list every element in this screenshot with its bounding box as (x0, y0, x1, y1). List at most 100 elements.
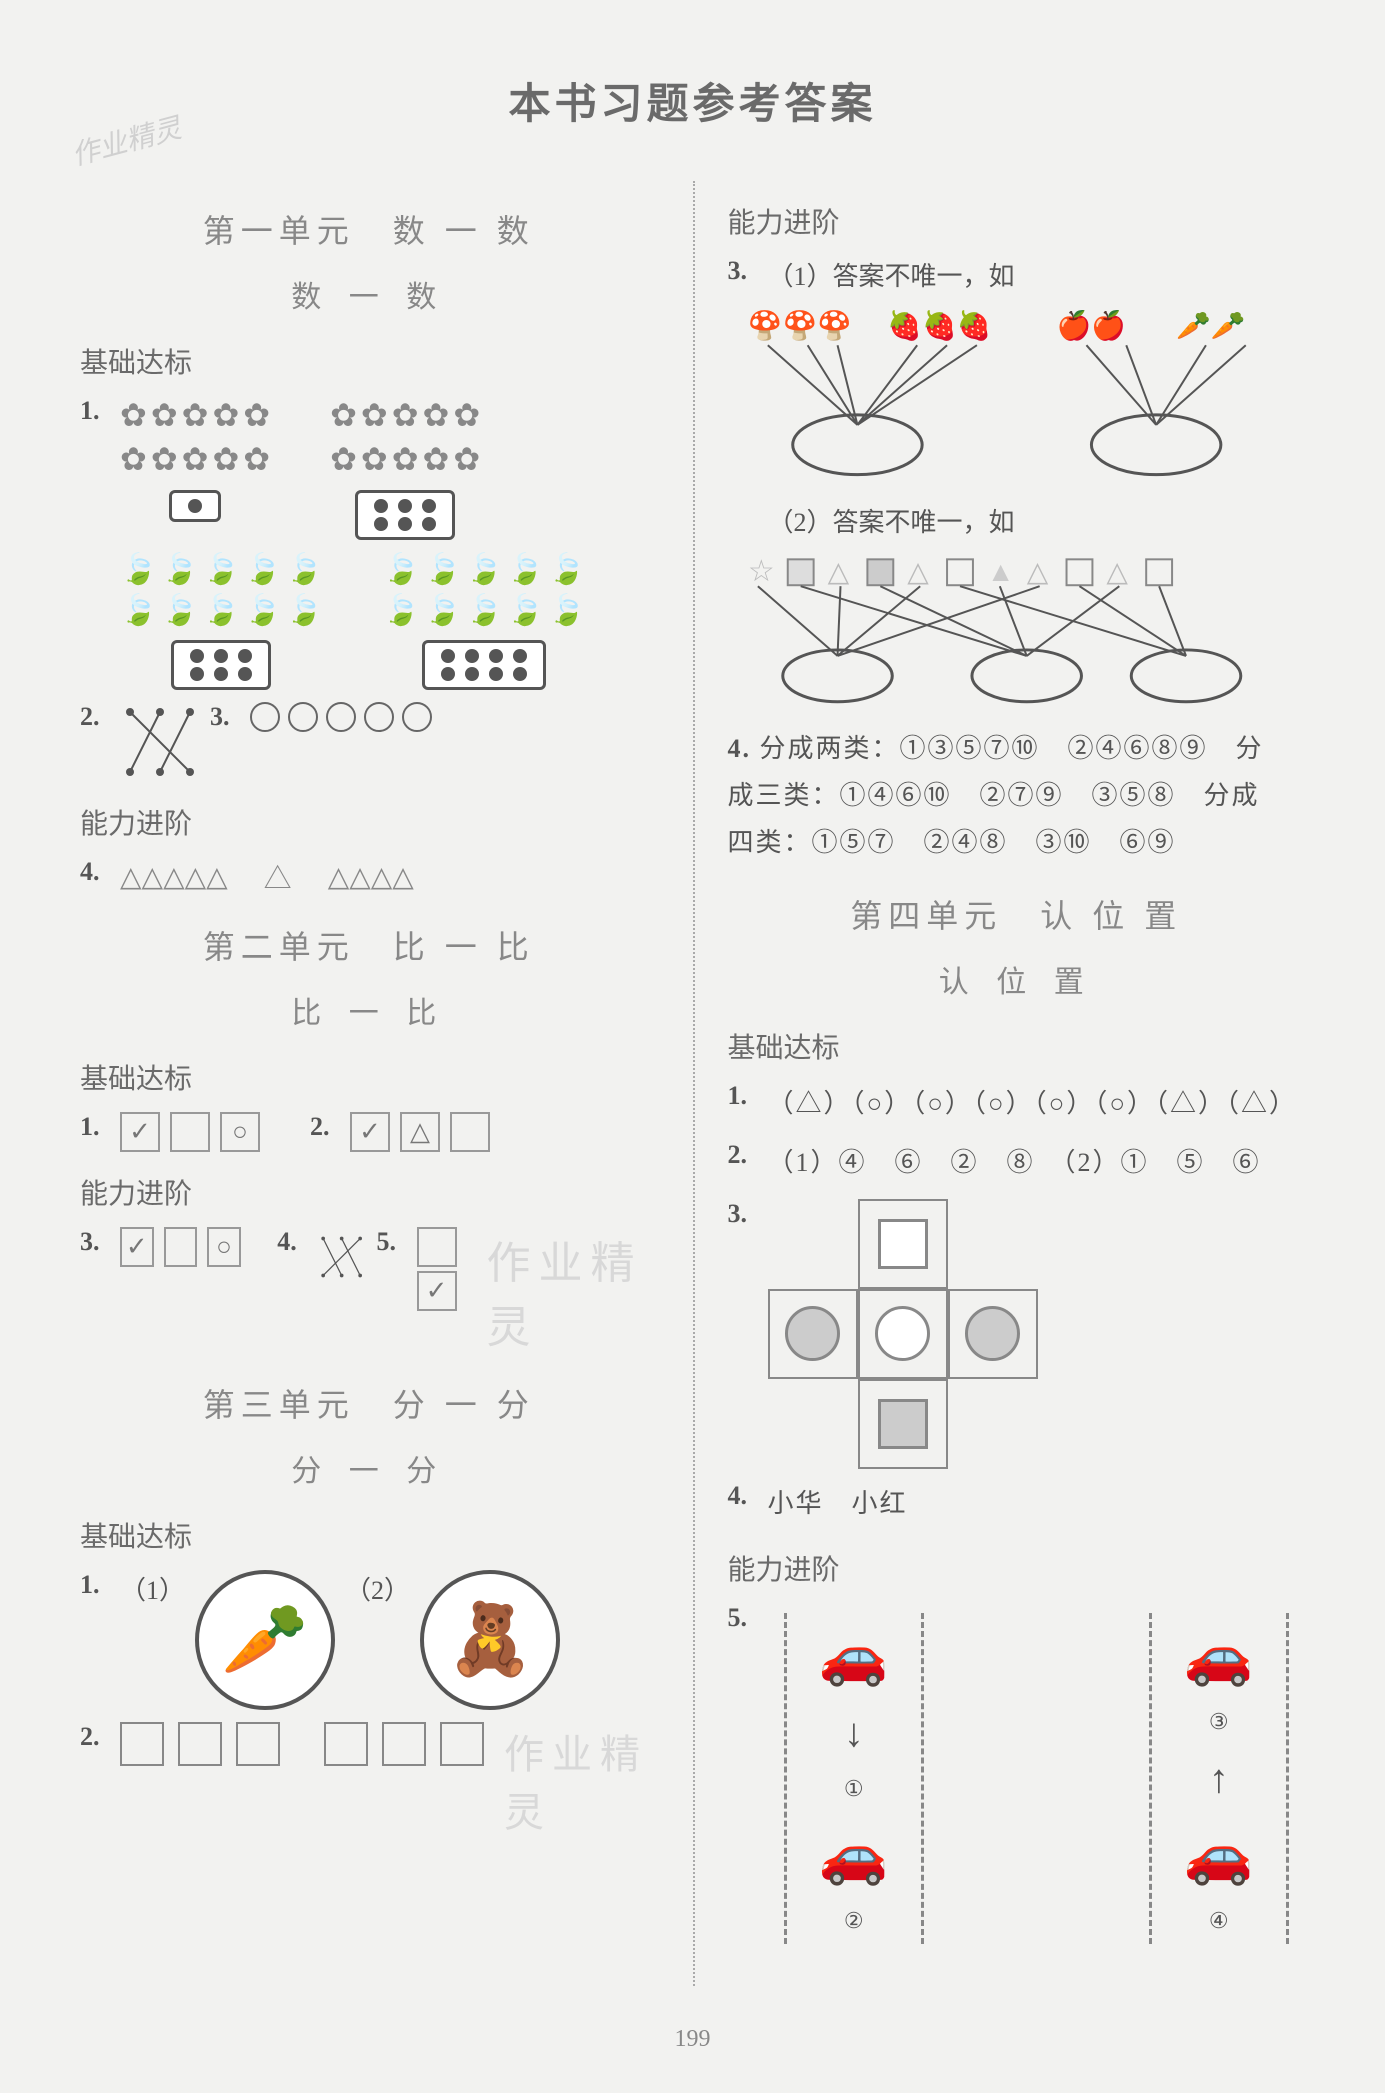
watermark-mid1: 作业精灵 (487, 1227, 658, 1355)
r-q3-num: 3. (728, 256, 758, 286)
cross-right (948, 1289, 1038, 1379)
left-column: 第一单元 数 一 数 数 一 数 基础达标 1. ✿✿✿✿✿ ✿✿✿✿✿ ✿✿✿… (60, 181, 678, 1986)
pos-q5-num: 5. (728, 1603, 758, 1633)
pos-q2-answer: （1）④ ⑥ ② ⑧ （2）① ⑤ ⑥ (768, 1140, 1261, 1187)
watermark-mid2: 作业精灵 (504, 1722, 658, 1838)
flower-block-left: ✿✿✿✿✿ ✿✿✿✿✿ (120, 396, 270, 540)
q1-content: ✿✿✿✿✿ ✿✿✿✿✿ ✿✿✿✿✿ ✿✿✿✿✿ (120, 396, 658, 540)
flower-icon: ✿ (120, 396, 147, 434)
basic-label-2: 基础达标 (80, 1057, 658, 1097)
car-label-1: ① (844, 1776, 864, 1802)
check-box: ✓ (120, 1112, 160, 1152)
doll-icon: 🧸 (420, 1570, 560, 1710)
basic-label-3: 基础达标 (80, 1515, 658, 1555)
q1-row: 1. ✿✿✿✿✿ ✿✿✿✿✿ ✿✿✿✿✿ ✿✿✿✿✿ (80, 396, 658, 540)
unit4-sub: 认 位 置 (728, 957, 1306, 1001)
pos-q5: 5. 🚗 ↓ ① 🚗 ② 🚗 ③ ↑ 🚗 ④ (728, 1603, 1306, 1974)
svg-text:△: △ (1026, 557, 1048, 588)
car-label-3: ③ (1209, 1709, 1229, 1735)
q3-num: 3. (210, 702, 240, 732)
q1-num: 1. (80, 396, 110, 426)
grouping-diagram-2: ☆ △ △ ▲ △ △ (728, 551, 1306, 721)
q4-row: 4. △△△△△ △ △△△△ (80, 857, 658, 897)
cross-center (858, 1289, 948, 1379)
unit2-sub: 比 一 比 (80, 988, 658, 1032)
box-group-1 (120, 1722, 280, 1766)
down-arrow-icon: ↓ (844, 1709, 864, 1756)
lane-left: 🚗 ↓ ① 🚗 ② (784, 1613, 924, 1944)
unit1-heading: 第一单元 数 一 数 (80, 206, 658, 252)
dot-box-1 (169, 490, 221, 522)
answer-text: （1）答案不唯一，如 (768, 256, 1015, 293)
r-q3-p1: 3. （1）答案不唯一，如 (728, 256, 1306, 293)
pos-q4: 4. 小华 小红 (728, 1481, 1306, 1528)
svg-text:🍄🍄🍄: 🍄🍄🍄 (747, 309, 851, 342)
cross-bottom (858, 1379, 948, 1469)
up-arrow-icon: ↑ (1209, 1755, 1229, 1802)
q4-line1: 分成两类：①③⑤⑦⑩ ②④⑥⑧⑨ 分 (760, 734, 1264, 763)
leaf-block-right: 🍃🍃🍃🍃🍃 🍃🍃🍃🍃🍃 (383, 552, 586, 690)
svg-text:🍎🍎: 🍎🍎 (1056, 308, 1125, 342)
pos-q4-answer: 小华 小红 (768, 1481, 908, 1528)
unit2-heading: 第二单元 比 一 比 (80, 922, 658, 968)
circle-icon (250, 702, 280, 732)
q2-q3-row: 2. 3. (80, 702, 658, 782)
svg-text:🍓🍓🍓: 🍓🍓🍓 (887, 309, 991, 342)
empty-box (170, 1112, 210, 1152)
carrot-icon: 🥕 (195, 1570, 335, 1710)
check-box: ✓ (417, 1271, 457, 1311)
road-diagram: 🚗 ↓ ① 🚗 ② 🚗 ③ ↑ 🚗 ④ (768, 1603, 1306, 1974)
cmp-q3-num: 3. (80, 1227, 110, 1257)
cross-match-icon (120, 702, 200, 782)
lane-right: 🚗 ③ ↑ 🚗 ④ (1149, 1613, 1289, 1944)
pos-q1-num: 1. (728, 1081, 758, 1111)
check-box: ✓ (350, 1112, 390, 1152)
q4-line3: 四类：①⑤⑦ ②④⑧ ③⑩ ⑥⑨ (728, 828, 1176, 857)
basic-label-1: 基础达标 (80, 341, 658, 381)
check-box: ✓ (120, 1227, 154, 1267)
svg-text:🥕🥕: 🥕🥕 (1176, 310, 1245, 342)
advance-label-1: 能力进阶 (80, 802, 658, 842)
q5-boxes: ✓ (417, 1227, 457, 1311)
dot-box-6 (355, 490, 455, 540)
cross-left (768, 1289, 858, 1379)
cmp-q1-q2: 1. ✓ ○ 2. ✓ △ (80, 1112, 658, 1152)
advance-label-2: 能力进阶 (80, 1172, 658, 1212)
q2-num: 2. (80, 702, 110, 732)
empty-box (417, 1227, 457, 1267)
leaves-row: 🍃🍃🍃🍃🍃 🍃🍃🍃🍃🍃 🍃🍃🍃🍃🍃 🍃🍃🍃🍃🍃 (120, 552, 658, 690)
cmp-q4-num: 4. (277, 1227, 307, 1257)
svg-text:▲: ▲ (986, 557, 1014, 588)
page-number: 199 (60, 2026, 1325, 2053)
two-column-layout: 第一单元 数 一 数 数 一 数 基础达标 1. ✿✿✿✿✿ ✿✿✿✿✿ ✿✿✿… (60, 181, 1325, 1986)
car-icon: 🚗 (819, 1822, 889, 1888)
advance-label-r: 能力进阶 (728, 201, 1306, 241)
sort-q1-num: 1. (80, 1570, 110, 1600)
cross-grid (768, 1199, 1038, 1469)
svg-text:△: △ (827, 557, 849, 588)
car-icon: 🚗 (1184, 1822, 1254, 1888)
pos-q2-num: 2. (728, 1140, 758, 1170)
r-q4: 4. 分成两类：①③⑤⑦⑩ ②④⑥⑧⑨ 分 成三类：①④⑥⑩ ②⑦⑨ ③⑤⑧ 分… (728, 726, 1306, 866)
unit4-heading: 第四单元 认 位 置 (728, 891, 1306, 937)
dot-box-6b (171, 640, 271, 690)
unit1-sub: 数 一 数 (80, 272, 658, 316)
pos-q2: 2. （1）④ ⑥ ② ⑧ （2）① ⑤ ⑥ (728, 1140, 1306, 1187)
empty-box (450, 1112, 490, 1152)
page-title: 本书习题参考答案 (60, 70, 1325, 131)
pos-q3: 3. (728, 1199, 1306, 1469)
sort-q2-num: 2. (80, 1722, 110, 1752)
pos-q4-num: 4. (728, 1481, 758, 1511)
empty-box (164, 1227, 198, 1267)
r-q3-p2: （2）答案不唯一，如 (768, 502, 1306, 539)
leaf-icon: 🍃 (120, 552, 157, 587)
q4-line2: 成三类：①④⑥⑩ ②⑦⑨ ③⑤⑧ 分成 (728, 781, 1260, 810)
right-column: 能力进阶 3. （1）答案不唯一，如 🍄🍄🍄 🍓🍓🍓 🍎🍎 🥕🥕 （2）答 (708, 181, 1326, 1986)
answer-text: （2）答案不唯一，如 (768, 502, 1015, 539)
triangle-icon: △△△△△ (120, 860, 228, 894)
cross-match-icon (317, 1227, 366, 1287)
q4-num: 4. (80, 857, 110, 887)
pos-q1-answer: （△）（○）（○）（○）（○）（○）（△）（△） (768, 1081, 1298, 1128)
cmp-q5-num: 5. (377, 1227, 407, 1257)
leaf-block-left: 🍃🍃🍃🍃🍃 🍃🍃🍃🍃🍃 (120, 552, 323, 690)
